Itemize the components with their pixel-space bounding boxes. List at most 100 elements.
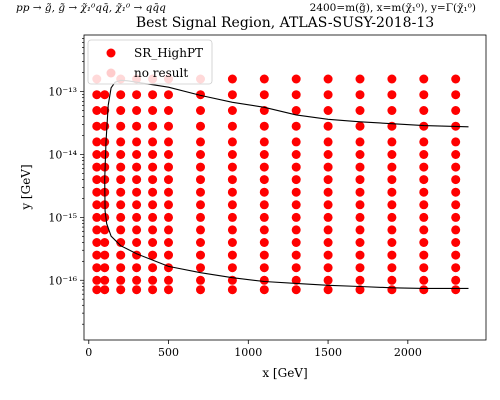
scatter-point: [100, 285, 110, 295]
y-tick-label: 10⁻¹⁶: [48, 274, 77, 287]
scatter-point: [196, 225, 205, 235]
scatter-point: [259, 74, 269, 84]
scatter-point: [451, 285, 461, 295]
scatter-point: [116, 250, 126, 260]
scatter-point: [355, 225, 365, 235]
scatter-point: [148, 275, 158, 285]
scatter-point: [148, 212, 158, 222]
scatter-point: [419, 162, 429, 172]
legend-label-sr-highpt: SR_HighPT: [134, 46, 203, 60]
scatter-point: [387, 162, 397, 172]
scatter-point: [92, 263, 102, 273]
legend: SR_HighPT no result: [87, 39, 213, 85]
scatter-point: [291, 150, 301, 159]
scatter-point: [196, 212, 205, 222]
scatter-point: [451, 74, 461, 84]
scatter-point: [164, 162, 173, 172]
scatter-point: [291, 175, 301, 185]
scatter-point: [196, 90, 205, 100]
scatter-point: [148, 137, 158, 147]
scatter-point: [164, 137, 173, 147]
scatter-point: [92, 212, 102, 222]
scatter-point: [355, 275, 365, 285]
scatter-point: [92, 238, 102, 247]
scatter-point: [419, 150, 429, 159]
scatter-point: [132, 225, 142, 235]
scatter-point: [259, 212, 269, 222]
scatter-point: [451, 106, 461, 115]
scatter-point: [451, 225, 461, 235]
scatter-point: [227, 200, 237, 210]
scatter-point: [148, 238, 158, 247]
scatter-point: [259, 285, 269, 295]
scatter-point: [419, 106, 429, 115]
scatter-point: [291, 285, 301, 295]
scatter-point: [291, 275, 301, 285]
scatter-point: [100, 250, 110, 260]
data-marks: [92, 74, 461, 295]
scatter-point: [355, 74, 365, 84]
scatter-point: [419, 285, 429, 295]
scatter-point: [291, 106, 301, 115]
scatter-point: [451, 90, 461, 100]
scatter-point: [164, 150, 173, 159]
scatter-point: [323, 106, 333, 115]
scatter-point: [164, 238, 173, 247]
scatter-point: [323, 263, 333, 273]
scatter-point: [227, 212, 237, 222]
scatter-point: [323, 200, 333, 210]
scatter-point: [419, 90, 429, 100]
contour-upper-line: [107, 79, 469, 128]
scatter-point: [323, 250, 333, 260]
x-tick-label: 0: [85, 346, 92, 359]
scatter-point: [196, 162, 205, 172]
y-tick-label: 10⁻¹³: [48, 86, 77, 99]
scatter-point: [387, 74, 397, 84]
x-tick-label: 500: [158, 346, 179, 359]
scatter-point: [92, 150, 102, 159]
scatter-point: [132, 212, 142, 222]
scatter-point: [132, 90, 142, 100]
scatter-point: [451, 175, 461, 185]
scatter-point: [291, 263, 301, 273]
scatter-point: [419, 263, 429, 273]
scatter-point: [116, 187, 126, 197]
scatter-point: [116, 285, 126, 295]
scatter-point: [323, 137, 333, 147]
scatter-point: [116, 90, 126, 100]
scatter-point: [100, 150, 110, 159]
scatter-point: [323, 121, 333, 131]
scatter-point: [355, 90, 365, 100]
scatter-point: [164, 250, 173, 260]
scatter-point: [132, 238, 142, 247]
scatter-point: [148, 250, 158, 260]
scatter-point: [291, 90, 301, 100]
scatter-point: [92, 285, 102, 295]
scatter-point: [419, 200, 429, 210]
scatter-point: [100, 137, 110, 147]
scatter-point: [291, 162, 301, 172]
scatter-point: [291, 137, 301, 147]
scatter-point: [196, 121, 205, 131]
scatter-point: [132, 150, 142, 159]
scatter-point: [419, 175, 429, 185]
scatter-point: [100, 238, 110, 247]
scatter-point: [387, 90, 397, 100]
scatter-point: [387, 150, 397, 159]
scatter-point: [132, 106, 142, 115]
scatter-point: [164, 121, 173, 131]
scatter-point: [387, 263, 397, 273]
scatter-point: [116, 200, 126, 210]
scatter-point: [387, 200, 397, 210]
scatter-point: [259, 263, 269, 273]
scatter-point: [451, 162, 461, 172]
scatter-point: [116, 106, 126, 115]
scatter-point: [291, 187, 301, 197]
scatter-point: [355, 250, 365, 260]
scatter-point: [387, 285, 397, 295]
scatter-point: [92, 137, 102, 147]
y-tick-label: 10⁻¹⁴: [48, 148, 77, 161]
scatter-point: [291, 225, 301, 235]
scatter-point: [323, 238, 333, 247]
scatter-point: [100, 212, 110, 222]
